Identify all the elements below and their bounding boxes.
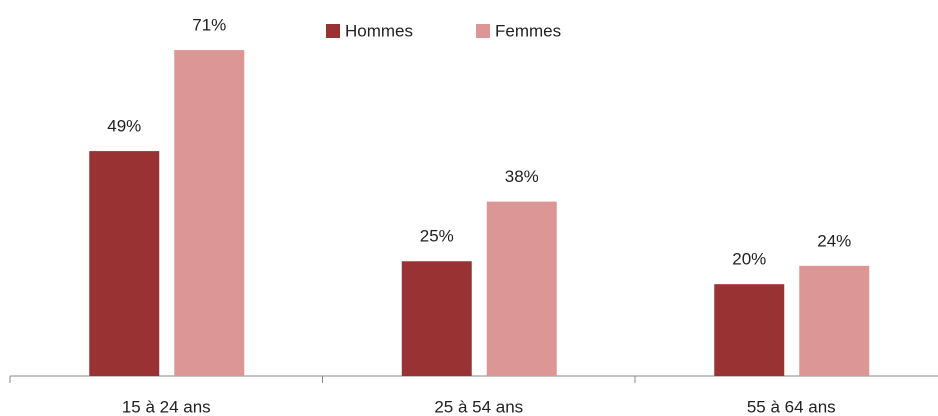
legend-swatch — [326, 24, 340, 38]
bar — [799, 265, 870, 376]
data-label: 49% — [107, 117, 141, 136]
bar — [714, 284, 785, 376]
x-tick-label: 25 à 54 ans — [434, 397, 523, 416]
data-label: 24% — [817, 231, 851, 250]
legend-label: Femmes — [495, 21, 561, 40]
x-tick-label: 15 à 24 ans — [122, 397, 211, 416]
data-label: 38% — [505, 167, 539, 186]
bar — [89, 151, 160, 376]
bar — [401, 261, 472, 376]
x-tick-label: 55 à 64 ans — [747, 397, 836, 416]
legend-label: Hommes — [345, 21, 413, 40]
data-label: 71% — [192, 16, 226, 35]
legend-swatch — [476, 24, 490, 38]
data-label: 25% — [420, 227, 454, 246]
bar — [486, 201, 557, 376]
data-label: 20% — [732, 250, 766, 269]
bar — [174, 50, 245, 377]
